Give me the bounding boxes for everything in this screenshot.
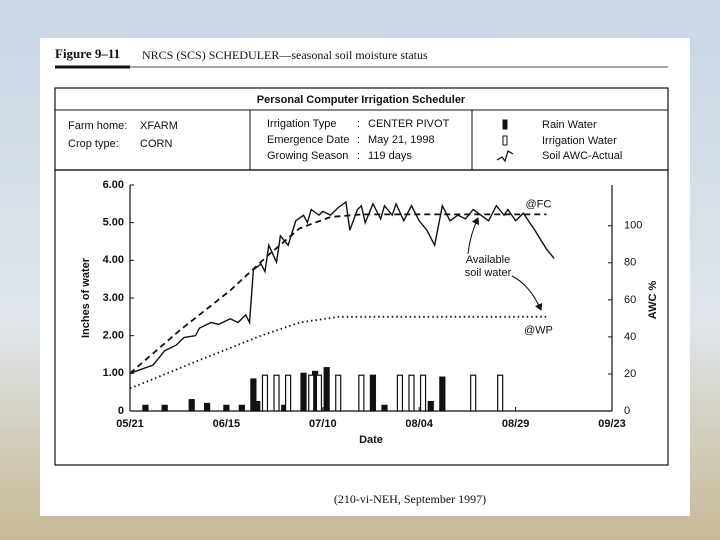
bar (497, 374, 504, 412)
annotation: Available (466, 254, 510, 266)
x-tick-label: 08/04 (405, 418, 433, 430)
info-label: Emergence Date (267, 134, 350, 146)
bar (273, 374, 280, 412)
x-tick-label: 05/21 (116, 418, 144, 430)
page (40, 38, 690, 516)
bar (358, 374, 365, 412)
figure-source: (210-vi-NEH, September 1997) (334, 492, 486, 506)
bar (254, 400, 261, 412)
annotation-arrow (467, 217, 480, 255)
bar (335, 374, 342, 412)
y-tick-label: 3.00 (103, 292, 124, 304)
bar (204, 402, 211, 412)
info-label: Growing Season (267, 150, 348, 162)
bar (408, 374, 415, 412)
chart-box (54, 169, 669, 466)
plot: 0 1.00 2.00 3.00 4.00 5.00 6.00 0 20 40 60 80 100 05/… (103, 119, 642, 430)
bar (427, 400, 434, 412)
y-tick-label: 0 (118, 405, 124, 417)
y-axis-title: Inches of water (80, 257, 92, 338)
legend-symbol (502, 119, 508, 130)
y2-tick-label: 40 (624, 331, 636, 343)
y2-tick-label: 60 (624, 294, 636, 306)
info-label: Crop type: (68, 138, 119, 150)
info-title: Personal Computer Irrigation Scheduler (257, 94, 466, 106)
bar (250, 378, 257, 412)
bar (315, 374, 323, 412)
y-tick-label: 6.00 (103, 179, 124, 191)
info-value: May 21, 1998 (368, 134, 435, 146)
x-tick-label: 08/29 (502, 418, 530, 430)
annotation-arrow (511, 275, 543, 311)
info-separator: : (357, 118, 360, 130)
bar (396, 374, 404, 412)
bar (188, 399, 195, 412)
figure-label: Figure 9–11 (55, 46, 120, 61)
y-tick-label: 2.00 (103, 330, 124, 342)
info-value: 119 days (368, 150, 412, 162)
x-tick-label: 09/23 (598, 418, 626, 430)
bar (470, 374, 477, 412)
legend-label: Rain Water (542, 119, 597, 131)
bar (323, 367, 330, 412)
info-label: Farm home: (68, 120, 127, 132)
bar (223, 404, 230, 412)
bar (284, 374, 292, 412)
x-axis-title: Date (359, 434, 383, 446)
y2-tick-label: 0 (624, 405, 630, 417)
info-separator: : (357, 150, 360, 162)
line (129, 213, 547, 375)
figure-caption: NRCS (SCS) SCHEDULER—seasonal soil moist… (142, 48, 428, 62)
bar (419, 374, 427, 412)
legend-symbol (496, 150, 514, 163)
bar (381, 404, 388, 412)
info-value: CORN (140, 138, 172, 150)
bar (308, 374, 315, 412)
x-tick-label: 06/15 (213, 418, 241, 430)
y-tick-label: 5.00 (103, 217, 124, 229)
y2-tick-label: 80 (624, 257, 636, 269)
bar (238, 404, 245, 412)
bar (161, 404, 168, 412)
bar (300, 372, 307, 412)
legend-label: Irrigation Water (542, 135, 617, 147)
bar (142, 404, 149, 412)
bar (261, 374, 269, 412)
legend-label: Soil AWC-Actual (542, 150, 622, 162)
series-label: @FC (526, 198, 552, 210)
info-value: XFARM (140, 120, 178, 132)
info-separator: : (357, 134, 360, 146)
y-tick-label: 4.00 (103, 254, 124, 266)
series-label: @WP (524, 325, 553, 337)
info-value: CENTER PIVOT (368, 118, 450, 130)
y2-axis-title: AWC % (647, 281, 659, 320)
info-label: Irrigation Type (267, 118, 337, 130)
bar (369, 374, 377, 412)
x-tick-label: 07/10 (309, 418, 337, 430)
y2-tick-label: 100 (624, 220, 642, 232)
bar (439, 376, 446, 412)
annotation: soil water (465, 267, 512, 279)
legend-symbol (502, 135, 508, 146)
y2-tick-label: 20 (624, 368, 636, 380)
y-tick-label: 1.00 (103, 367, 124, 379)
